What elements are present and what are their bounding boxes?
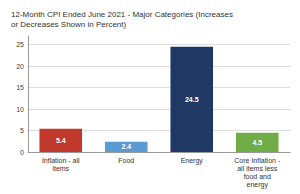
svg-text:25: 25 — [16, 41, 24, 48]
svg-text:10: 10 — [16, 106, 24, 113]
svg-text:20: 20 — [16, 63, 24, 70]
svg-text:Food: Food — [118, 157, 134, 164]
svg-text:15: 15 — [16, 84, 24, 91]
svg-text:Core Inflation -: Core Inflation - — [234, 157, 281, 164]
svg-text:0: 0 — [20, 149, 24, 156]
svg-text:12-Month CPI Ended June 2021 -: 12-Month CPI Ended June 2021 - Major Cat… — [11, 10, 233, 19]
svg-text:food and: food and — [244, 173, 271, 180]
svg-text:items: items — [52, 165, 69, 172]
svg-text:all items less: all items less — [237, 165, 278, 172]
svg-text:4.5: 4.5 — [252, 139, 262, 146]
svg-text:or Decreases Shown in Percent): or Decreases Shown in Percent) — [11, 20, 127, 29]
svg-text:Energy: Energy — [181, 157, 204, 165]
svg-text:Inflation - all: Inflation - all — [42, 157, 80, 164]
svg-text:2.4: 2.4 — [121, 143, 131, 150]
svg-text:energy: energy — [247, 181, 269, 189]
svg-text:5: 5 — [20, 127, 24, 134]
svg-text:5.4: 5.4 — [56, 137, 66, 144]
svg-text:24.5: 24.5 — [185, 96, 199, 103]
